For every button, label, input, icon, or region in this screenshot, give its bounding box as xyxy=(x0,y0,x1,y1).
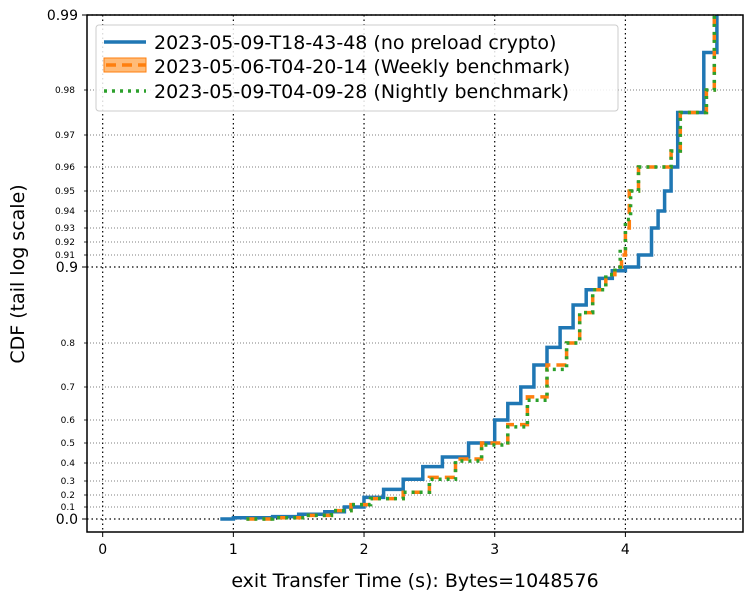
y-minor-tick-label: 0.5 xyxy=(61,439,75,449)
y-minor-tick-label: 0.7 xyxy=(61,383,75,393)
y-major-tick-label: 0.0 xyxy=(56,512,78,528)
y-major-tick-label: 0.99 xyxy=(47,8,78,24)
legend-entry-series-1: 2023-05-09-T18-43-48 (no preload crypto) xyxy=(154,32,556,54)
legend: 2023-05-09-T18-43-48 (no preload crypto)… xyxy=(95,24,619,112)
legend-box xyxy=(95,24,619,112)
series-line-3 xyxy=(246,15,717,521)
y-minor-tick-label: 0.98 xyxy=(55,86,75,96)
y-major-tick-label: 0.9 xyxy=(56,260,78,276)
y-minor-tick-label: 0.8 xyxy=(61,339,76,349)
legend-entry-series-2: 2023-05-06-T04-20-14 (Weekly benchmark) xyxy=(154,56,570,78)
y-minor-tick-label: 0.1 xyxy=(61,503,75,513)
y-minor-tick-label: 0.91 xyxy=(55,251,75,261)
x-tick-label: 0 xyxy=(98,542,107,558)
y-minor-tick-label: 0.95 xyxy=(55,187,75,197)
x-tick-label: 2 xyxy=(360,542,369,558)
y-minor-tick-label: 0.97 xyxy=(55,131,75,141)
y-minor-tick-label: 0.6 xyxy=(61,416,76,426)
x-axis-label: exit Transfer Time (s): Bytes=1048576 xyxy=(231,570,598,592)
series-line-1 xyxy=(220,15,719,521)
y-minor-tick-label: 0.4 xyxy=(61,459,76,469)
y-minor-tick-label: 0.92 xyxy=(55,238,75,248)
y-minor-tick-label: 0.93 xyxy=(55,224,75,234)
plot-frame xyxy=(86,14,744,533)
legend-entry-series-3: 2023-05-09-T04-09-28 (Nightly benchmark) xyxy=(154,81,569,103)
x-tick-label: 4 xyxy=(621,542,630,558)
series-lines xyxy=(220,15,719,521)
y-minor-tick-label: 0.3 xyxy=(61,477,75,487)
y-minor-tick-label: 0.2 xyxy=(61,491,75,501)
y-axis-label: CDF (tail log scale) xyxy=(7,184,29,363)
axis-ticks: 0 1 2 3 4 0.0 0.9 0.99 0.1 0.2 0.3 0.4 0.5 0.6 0.7 0.8 0… xyxy=(47,8,630,558)
y-minor-tick-label: 0.96 xyxy=(55,163,75,173)
x-tick-label: 1 xyxy=(229,542,238,558)
x-tick-label: 3 xyxy=(490,542,499,558)
y-minor-tick-label: 0.94 xyxy=(55,207,75,217)
